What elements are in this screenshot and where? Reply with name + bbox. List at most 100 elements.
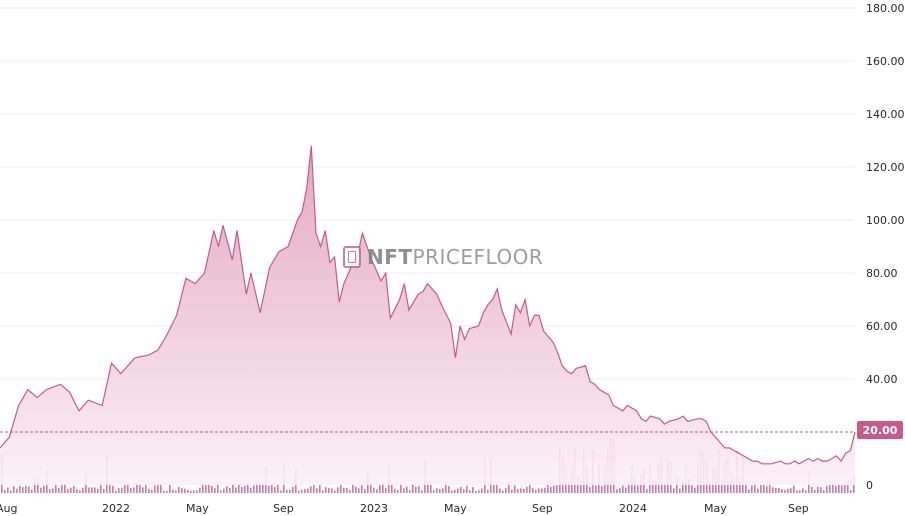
volume-bar xyxy=(766,486,768,493)
volume-bar xyxy=(142,487,144,493)
volume-bar xyxy=(457,488,459,493)
volume-bar xyxy=(829,484,831,493)
current-price-badge: 20.00 xyxy=(857,421,903,439)
volume-bar xyxy=(166,490,168,493)
volume-bar xyxy=(214,488,216,493)
volume-bar xyxy=(280,490,282,493)
volume-bar xyxy=(748,489,750,493)
volume-bar xyxy=(31,489,33,493)
volume-bar xyxy=(175,490,177,493)
x-tick-label: May xyxy=(704,502,727,515)
volume-bar xyxy=(205,485,207,493)
volume-bar xyxy=(187,489,189,493)
volume-bar xyxy=(97,488,99,493)
volume-bar xyxy=(847,482,849,493)
volume-bar xyxy=(133,487,135,493)
volume-bar xyxy=(190,490,192,493)
volume-bar xyxy=(445,483,447,493)
volume-bar xyxy=(79,490,81,493)
volume-bar xyxy=(835,485,837,493)
volume-bar xyxy=(820,487,822,493)
volume-bar xyxy=(379,485,381,493)
volume-bar xyxy=(601,486,603,493)
volume-bar xyxy=(247,483,249,493)
volume-bar xyxy=(589,486,591,493)
volume-bar xyxy=(217,483,219,493)
volume-bar xyxy=(49,489,51,493)
volume-bar xyxy=(184,488,186,493)
volume-bar xyxy=(43,485,45,493)
volume-bar xyxy=(844,484,846,493)
volume-bar xyxy=(682,479,684,493)
volume-bar xyxy=(55,484,57,493)
grid-lines xyxy=(0,7,855,380)
volume-bar xyxy=(19,485,21,493)
volume-bar xyxy=(349,489,351,493)
volume-bar xyxy=(619,487,621,493)
volume-bar xyxy=(409,490,411,493)
volume-bar xyxy=(454,489,456,493)
volume-bar xyxy=(151,489,153,493)
volume-bar xyxy=(334,490,336,493)
volume-bar xyxy=(547,484,549,493)
y-tick-label: 100.00 xyxy=(866,214,905,227)
volume-bar xyxy=(646,488,648,493)
volume-bar xyxy=(292,486,294,493)
y-tick-label: 60.00 xyxy=(866,320,898,333)
volume-bar xyxy=(352,484,354,493)
volume-bar xyxy=(790,488,792,493)
volume-bar xyxy=(181,488,183,493)
volume-bar xyxy=(403,488,405,493)
volume-bar xyxy=(25,485,27,493)
volume-bar xyxy=(145,484,147,493)
volume-bar xyxy=(355,486,357,493)
volume-bar xyxy=(76,489,78,493)
volume-bar xyxy=(163,490,165,493)
volume-bar xyxy=(70,487,72,493)
volume-bar xyxy=(376,489,378,493)
volume-bar xyxy=(370,483,372,493)
volume-bar xyxy=(691,485,693,493)
volume-bar xyxy=(130,488,132,493)
volume-bar xyxy=(433,490,435,493)
volume-bar xyxy=(124,485,126,493)
y-tick-label: 40.00 xyxy=(866,373,898,386)
volume-bar xyxy=(82,487,84,493)
volume-bar xyxy=(52,488,54,493)
volume-bar xyxy=(310,486,312,493)
volume-bar xyxy=(343,487,345,493)
volume-bar xyxy=(580,481,582,493)
volume-bar xyxy=(340,483,342,493)
volume-bar xyxy=(511,489,513,493)
volume-bar xyxy=(103,488,105,493)
volume-bar xyxy=(139,484,141,493)
volume-bar xyxy=(838,484,840,493)
volume-bar xyxy=(799,490,801,493)
volume-bar xyxy=(373,487,375,493)
volume-bar xyxy=(37,477,39,493)
volume-bar xyxy=(787,488,789,493)
volume-bar xyxy=(850,490,852,493)
x-tick-label: 2022 xyxy=(102,502,130,515)
y-axis-ticks: 180.00 160.00 140.00 120.00 100.00 80.00 60.00… xyxy=(866,2,905,492)
x-tick-label: Sep xyxy=(788,502,809,515)
brand-watermark: NFTPRICEFLOOR xyxy=(343,244,543,270)
volume-bar xyxy=(127,483,129,493)
volume-bar xyxy=(502,490,504,493)
y-tick-label: 140.00 xyxy=(866,108,905,121)
volume-bar xyxy=(304,489,306,493)
volume-bar xyxy=(232,483,234,493)
y-tick-label: 80.00 xyxy=(866,267,898,280)
watermark-bold-text: NFT xyxy=(367,245,413,269)
x-tick-label: 2023 xyxy=(360,502,388,515)
volume-bar xyxy=(91,487,93,493)
volume-bar xyxy=(328,487,330,493)
nft-logo-icon xyxy=(343,246,361,268)
volume-bar xyxy=(664,483,666,493)
volume-bar xyxy=(307,488,309,493)
volume-bar xyxy=(400,483,402,493)
volume-bar xyxy=(568,481,570,493)
volume-bar xyxy=(505,488,507,493)
volume-bar xyxy=(694,487,696,493)
volume-bar xyxy=(688,478,690,493)
